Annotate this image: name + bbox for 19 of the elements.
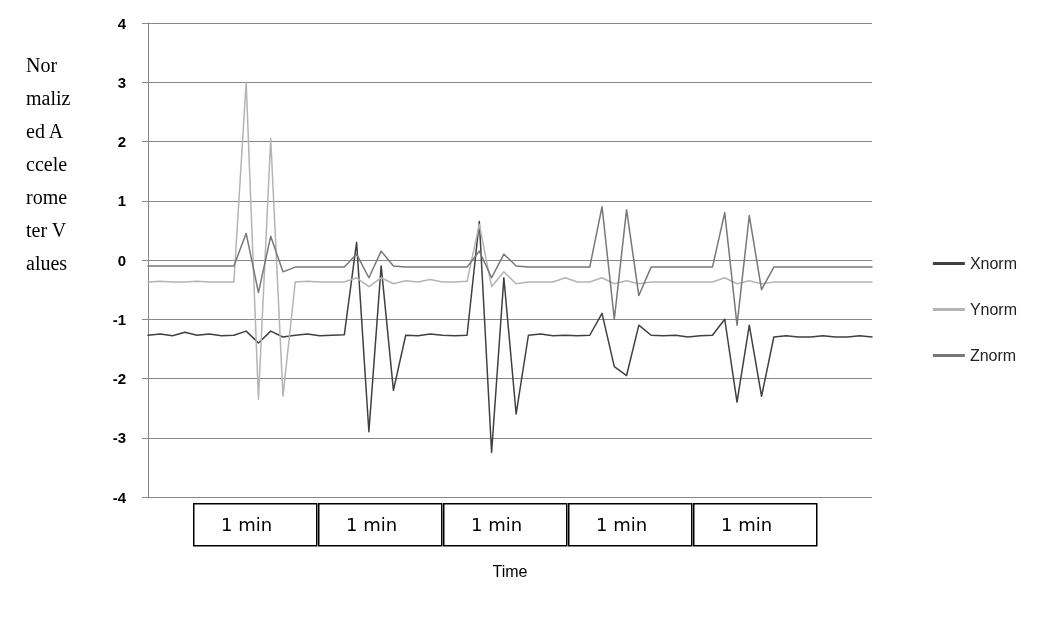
- x-axis-title: Time: [492, 562, 528, 580]
- y-tick-label: 4: [117, 14, 127, 32]
- y-tick-label: -4: [112, 488, 127, 506]
- text: 1 min: [596, 513, 648, 535]
- legend-label: Ynorm: [969, 301, 1017, 318]
- y-tick-label: 0: [117, 251, 126, 269]
- legend-label: Znorm: [969, 347, 1017, 364]
- text: 1 min: [721, 513, 773, 535]
- y-tick-label: -2: [112, 370, 126, 387]
- y-tick-label: -1: [112, 310, 126, 328]
- y-axis-title: Normalized Accelerometer Values: [26, 53, 71, 274]
- text: 1 min: [471, 513, 523, 535]
- y-tick-label: 1: [117, 192, 126, 210]
- y-tick-label: 3: [117, 73, 126, 91]
- text: 1 min: [346, 513, 398, 535]
- text: 1 min: [221, 513, 273, 535]
- y-tick-label: 2: [117, 133, 126, 150]
- legend-label: Xnorm: [969, 255, 1017, 272]
- y-tick-label: -3: [112, 429, 126, 447]
